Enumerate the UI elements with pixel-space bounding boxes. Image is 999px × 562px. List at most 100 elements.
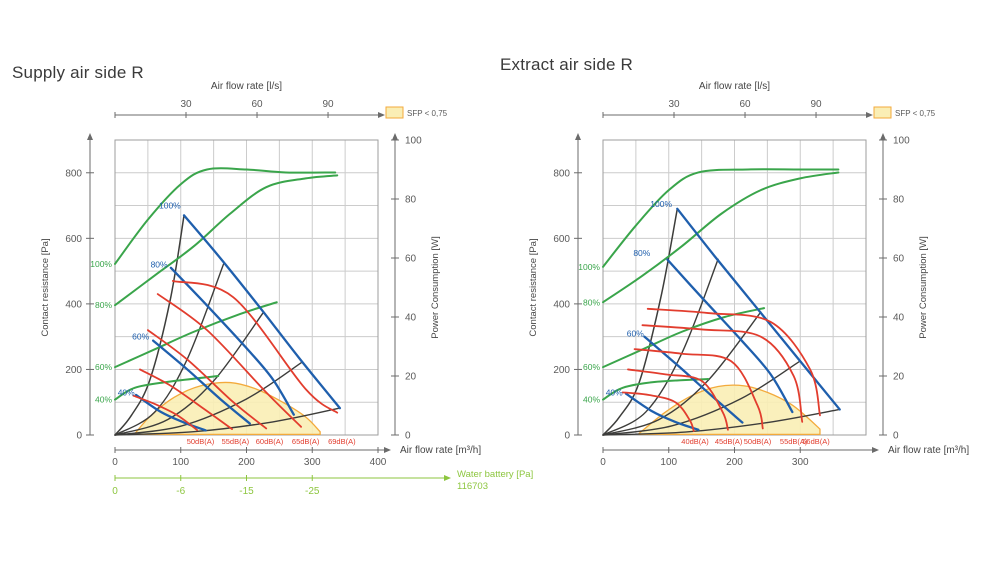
extract-power-curve-label: 80% [583, 297, 600, 307]
extract-left-axis: 0 200 400 600 800 Contact resistance [Pa] [528, 133, 582, 442]
svg-text:20: 20 [893, 372, 905, 383]
svg-text:80: 80 [405, 195, 417, 206]
supply-noise-curve-69dB(A) [171, 280, 339, 414]
extract-right-axis-title: Power Consumption [W] [918, 236, 929, 338]
supply-system-curve [114, 263, 225, 436]
extract-system-curve [602, 311, 762, 436]
svg-text:0: 0 [600, 457, 606, 468]
svg-text:100: 100 [172, 457, 189, 468]
supply-bottom-axis: 0 100 200 300 400 Air flow rate [m³/h] [112, 445, 481, 468]
extract-bottom-axis: 0 100 200 300 Air flow rate [m³/h] [600, 445, 969, 468]
svg-text:200: 200 [726, 457, 743, 468]
extract-noise-curve-55dB(A) [641, 324, 804, 423]
svg-text:90: 90 [810, 99, 822, 110]
extract-power-curve-80% [602, 171, 840, 304]
extract-fan-speed-label: 60% [627, 328, 644, 338]
extract-noise-curve-45dB(A) [627, 368, 729, 431]
supply-left-axis: 0 200 400 600 800 Contact resistance [Pa] [40, 133, 94, 442]
sfp-legend-label: SFP < 0,75 [895, 109, 936, 118]
svg-text:400: 400 [553, 299, 570, 310]
extract-power-curve-label: 60% [583, 362, 600, 372]
supply-noise-curve-55dB(A) [139, 368, 233, 430]
svg-text:300: 300 [792, 457, 809, 468]
svg-text:60: 60 [405, 254, 417, 265]
extract-envelope-curve [602, 208, 679, 436]
svg-text:0: 0 [405, 431, 411, 442]
extract-right-axis: 0 20 40 60 80 100 Power Consumption [W] [879, 133, 929, 442]
extract-power-curve-label: 100% [578, 262, 600, 272]
svg-text:90: 90 [322, 99, 334, 110]
svg-text:100: 100 [893, 136, 910, 147]
svg-text:-6: -6 [176, 486, 185, 497]
supply-noise-level-label: 60dB(A) [256, 437, 284, 446]
svg-text:-15: -15 [239, 486, 254, 497]
extract-noise-level-label: 40dB(A) [681, 437, 709, 446]
svg-text:300: 300 [304, 457, 321, 468]
svg-text:200: 200 [553, 365, 570, 376]
supply-sfp-legend: SFP < 0,75 [385, 106, 448, 119]
extract-power-curve-40% [602, 377, 710, 401]
svg-text:-25: -25 [305, 486, 320, 497]
svg-text:60: 60 [251, 99, 263, 110]
extract-left-axis-title: Contact resistance [Pa] [528, 238, 539, 336]
extract-fan-curve-40% [624, 392, 700, 431]
supply-bottom-axis-title: Air flow rate [m³/h] [400, 445, 481, 456]
supply-power-curve-label: 80% [95, 300, 112, 310]
supply-fan-curve-100% [182, 214, 342, 410]
supply-chart-title: Supply air side R [12, 63, 144, 82]
supply-water-battery-axis: 0 -6 -15 -25 Water battery [Pa]116703 [112, 469, 533, 497]
svg-text:20: 20 [405, 372, 417, 383]
svg-text:200: 200 [238, 457, 255, 468]
supply-system-curve [114, 361, 304, 436]
svg-text:60: 60 [739, 99, 751, 110]
svg-text:60: 60 [893, 254, 905, 265]
supply-power-curve-40% [114, 375, 220, 401]
supply-power-curve-60% [114, 301, 278, 369]
supply-right-axis-title: Power Consumption [W] [430, 236, 441, 338]
supply-power-curve-100% [114, 167, 337, 265]
svg-text:800: 800 [553, 168, 570, 179]
supply-envelope-curve [114, 214, 185, 436]
svg-text:40: 40 [405, 313, 417, 324]
supply-plot-border [114, 139, 379, 436]
extract-fan-speed-label: 100% [650, 199, 672, 209]
svg-text:80: 80 [893, 195, 905, 206]
supply-noise-curve-60dB(A) [146, 329, 268, 430]
svg-text:0: 0 [893, 431, 899, 442]
supply-power-curve-80% [114, 174, 339, 307]
extract-noise-curve-56dB(A) [646, 307, 821, 417]
supply-fan-speed-label: 60% [132, 332, 149, 342]
svg-text:800: 800 [65, 168, 82, 179]
supply-fan-speed-label: 80% [151, 260, 168, 270]
water-battery-axis-title: Water battery [Pa] [457, 469, 533, 480]
svg-text:0: 0 [112, 457, 118, 468]
extract-chart-title: Extract air side R [500, 55, 634, 74]
supply-noise-curve-50dB(A) [132, 394, 199, 431]
svg-text:400: 400 [65, 299, 82, 310]
water-battery-code: 116703 [457, 481, 488, 492]
supply-top-axis-title: Air flow rate [l/s] [211, 81, 282, 92]
svg-text:200: 200 [65, 365, 82, 376]
svg-text:0: 0 [112, 486, 118, 497]
svg-text:600: 600 [65, 234, 82, 245]
supply-power-curve-label: 100% [90, 259, 112, 269]
svg-text:30: 30 [668, 99, 680, 110]
extract-noise-level-label: 55dB(A) [780, 437, 808, 446]
sfp-legend-swatch [873, 106, 892, 119]
supply-power-curve-label: 60% [95, 362, 112, 372]
extract-fan-curve-80% [666, 258, 794, 414]
extract-fan-curve-100% [676, 207, 841, 411]
extract-power-curve-100% [602, 168, 840, 268]
supply-noise-level-label: 50dB(A) [187, 437, 215, 446]
supply-system-curve [114, 312, 264, 436]
extract-top-axis: 30 60 90 Air flow rate [l/s] [602, 81, 873, 118]
extract-system-curve [602, 408, 841, 436]
supply-fan-curve-60% [151, 339, 251, 425]
supply-top-axis: 30 60 90 Air flow rate [l/s] [114, 81, 385, 118]
extract-sfp-legend: SFP < 0,75 [873, 106, 936, 119]
extract-plot-border [602, 139, 867, 436]
svg-text:100: 100 [660, 457, 677, 468]
extract-system-curve [602, 258, 719, 436]
extract-noise-level-label: 56dB(A) [802, 437, 830, 446]
